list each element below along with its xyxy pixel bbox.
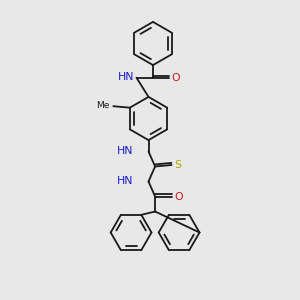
Text: O: O [172, 73, 180, 83]
Text: S: S [174, 160, 181, 170]
Text: HN: HN [116, 176, 133, 186]
Text: HN: HN [116, 146, 133, 156]
Text: O: O [174, 191, 182, 202]
Text: Me: Me [96, 101, 110, 110]
Text: HN: HN [118, 72, 134, 82]
